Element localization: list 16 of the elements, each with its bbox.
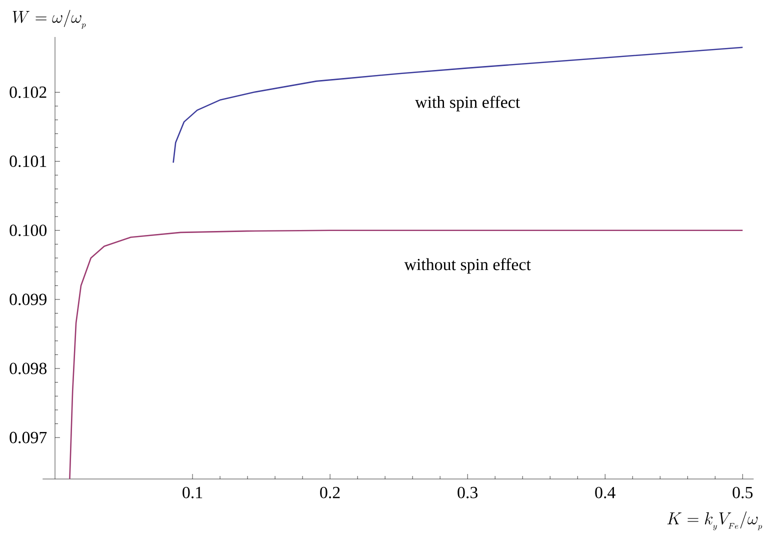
x-tick-label: 0.5 [732, 486, 753, 498]
x-tick-label: 0.1 [182, 486, 202, 498]
x-axis-title: $K = k_{_y} V_{_{Fe}} \big/ \omega_{_p}$ [667, 511, 762, 530]
series-label: with spin effect [415, 96, 520, 112]
x-tick-label: 0.2 [320, 486, 340, 498]
series-label: without spin effect [404, 258, 531, 274]
x-tick-label: 0.3 [458, 486, 478, 498]
y-tick-label: 0.097 [10, 432, 47, 444]
y-axis-title: $W = \omega \big/ \omega_{_p}$ [12, 10, 86, 29]
y-tick-label: 0.101 [10, 156, 46, 168]
line-series [172, 46, 744, 164]
y-tick-label: 0.099 [10, 294, 46, 306]
x-tick-label: 0.4 [595, 486, 616, 498]
y-tick-label: 0.102 [10, 86, 46, 98]
y-tick-label: 0.098 [10, 362, 47, 374]
y-tick-label: 0.100 [10, 224, 47, 236]
